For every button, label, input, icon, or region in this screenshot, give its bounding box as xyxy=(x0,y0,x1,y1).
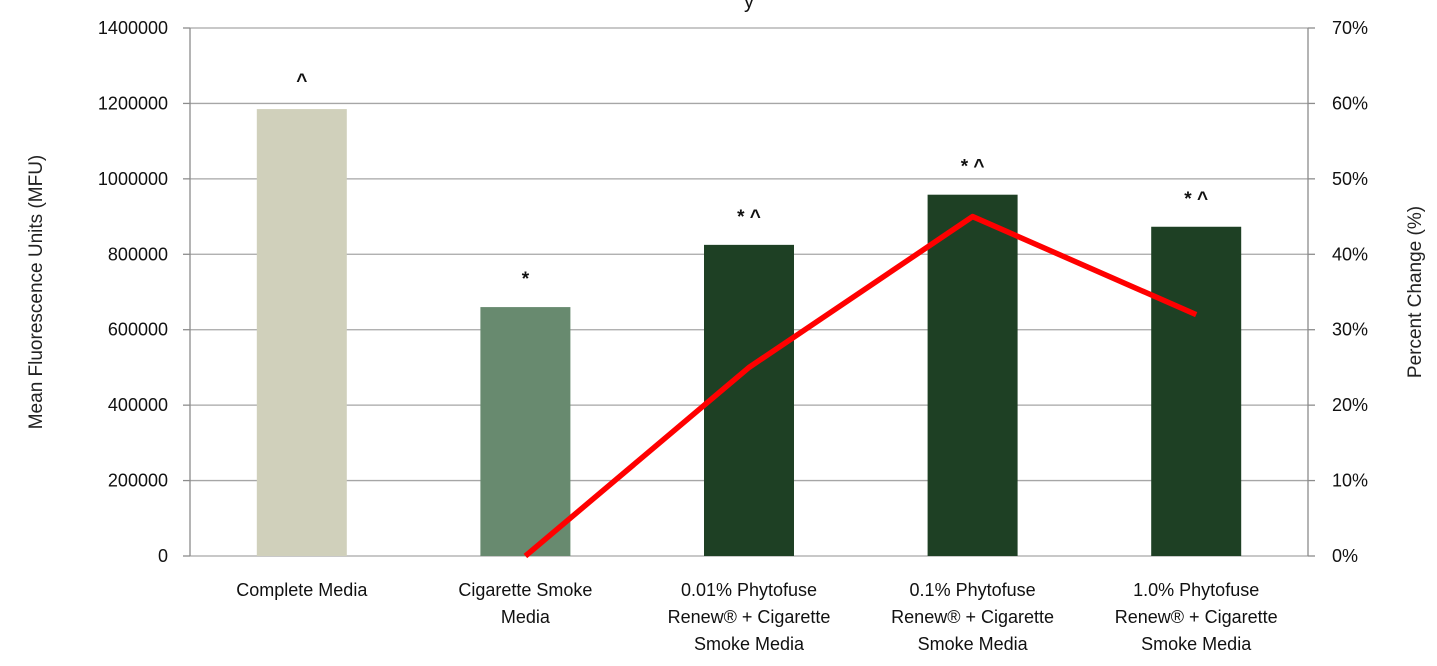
right-tick-label: 0% xyxy=(1332,546,1358,566)
category-label-line: Renew® + Cigarette xyxy=(1115,607,1278,627)
right-axis-title: Percent Change (%) xyxy=(1405,206,1426,378)
percent-change-polyline xyxy=(523,213,1198,559)
category-label: 0.1% Phytofuse Renew® + Cigarette Smoke Me… xyxy=(891,580,1054,654)
left-tick-label: 400000 xyxy=(108,395,168,415)
category-label: 0.01% Phytofuse Renew® + Cigarette Smoke M… xyxy=(668,580,831,654)
right-tick-label: 10% xyxy=(1332,471,1368,491)
left-tick-label: 0 xyxy=(158,546,168,566)
right-tick-label: 40% xyxy=(1332,244,1368,264)
category-label-line: Smoke Media xyxy=(918,634,1029,654)
category-label-line: 0.01% Phytofuse xyxy=(681,580,817,600)
significance-marker: * ^ xyxy=(961,157,985,178)
right-tick-label: 60% xyxy=(1332,93,1368,113)
category-label-line: Cigarette Smoke xyxy=(458,580,592,600)
category-label: 1.0% Phytofuse Renew® + Cigarette Smoke Me… xyxy=(1115,580,1278,654)
bar xyxy=(480,307,571,556)
category-labels: Complete Media Cigarette Smoke Media 0.01% … xyxy=(236,580,1277,654)
bars xyxy=(256,109,1242,557)
category-label-line: Media xyxy=(501,607,551,627)
left-axis-ticks: 0 200000 400000 600000 800000 1000000 1200000 1… xyxy=(98,18,168,566)
bar xyxy=(704,244,794,556)
left-tick-label: 1000000 xyxy=(98,169,168,189)
significance-annotations: ^ * * ^ * ^ * ^ xyxy=(296,71,1208,290)
right-axis-ticks: 0% 10% 20% 30% 40% 50% 60% 70% xyxy=(1332,18,1368,566)
left-tick-label: 600000 xyxy=(108,320,168,340)
significance-marker: ^ xyxy=(296,71,307,92)
percent-change-line xyxy=(523,213,1198,559)
left-tick-label: 200000 xyxy=(108,471,168,491)
category-label-line: 1.0% Phytofuse xyxy=(1133,580,1259,600)
bar xyxy=(1151,226,1242,557)
category-label: Cigarette Smoke Media xyxy=(458,580,592,627)
left-tick-label: 800000 xyxy=(108,244,168,264)
right-tick-label: 70% xyxy=(1332,18,1368,38)
bar xyxy=(927,194,1018,556)
category-label-line: Renew® + Cigarette xyxy=(891,607,1054,627)
category-label-line: Renew® + Cigarette xyxy=(668,607,831,627)
right-tick-label: 50% xyxy=(1332,169,1368,189)
significance-marker: * ^ xyxy=(1184,189,1208,210)
category-label-line: Smoke Media xyxy=(694,634,805,654)
left-tick-label: 1400000 xyxy=(98,18,168,38)
right-tick-label: 30% xyxy=(1332,320,1368,340)
category-label-line: 0.1% Phytofuse xyxy=(910,580,1036,600)
significance-marker: * ^ xyxy=(737,207,761,228)
category-label-line: Complete Media xyxy=(236,580,368,600)
right-tick-label: 20% xyxy=(1332,395,1368,415)
left-axis-title: Mean Fluorescence Units (MFU) xyxy=(26,155,47,430)
bar xyxy=(256,109,347,556)
significance-marker: * xyxy=(522,269,530,290)
category-label: Complete Media xyxy=(236,580,368,600)
category-label-line: Smoke Media xyxy=(1141,634,1252,654)
chart-title: y xyxy=(744,0,754,13)
left-tick-label: 1200000 xyxy=(98,93,168,113)
